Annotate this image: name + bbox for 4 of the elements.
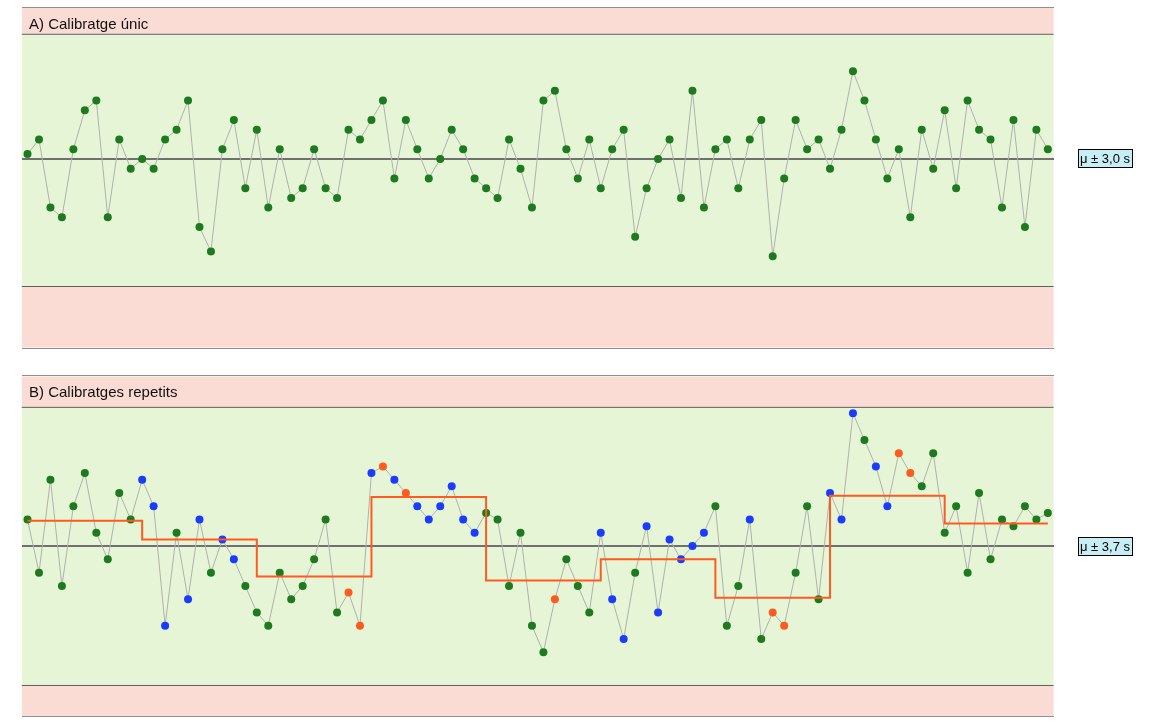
text: μ ± 3,7 s (1080, 539, 1131, 554)
text: μ ± 3,0 s (1080, 151, 1131, 166)
chart-title: B) Calibratges repetits (29, 383, 178, 400)
chart-title: A) Calibratge únic (29, 15, 149, 32)
